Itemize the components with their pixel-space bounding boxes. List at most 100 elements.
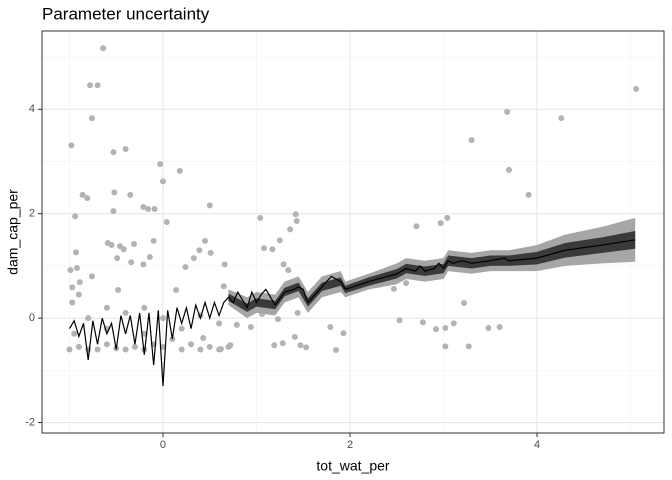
- point: [79, 191, 86, 198]
- point: [140, 203, 147, 210]
- point: [108, 242, 115, 249]
- point: [190, 255, 197, 262]
- point: [206, 343, 213, 350]
- point: [468, 137, 475, 144]
- point: [216, 320, 223, 327]
- point: [178, 346, 185, 353]
- point: [505, 166, 512, 173]
- x-tick-label: 0: [160, 439, 166, 451]
- point: [110, 208, 117, 215]
- point: [200, 334, 207, 341]
- x-tick-label: 4: [534, 439, 540, 451]
- point: [437, 220, 444, 227]
- point: [103, 304, 110, 311]
- point: [450, 320, 457, 327]
- point: [141, 330, 148, 337]
- point: [633, 85, 640, 92]
- point: [151, 206, 158, 213]
- point: [461, 300, 468, 307]
- point: [197, 346, 204, 353]
- x-tick-label: 2: [347, 439, 353, 451]
- point: [122, 145, 129, 152]
- y-tick-label: 2: [29, 208, 35, 220]
- point: [110, 149, 117, 156]
- point: [216, 346, 223, 353]
- point: [146, 254, 153, 261]
- point: [76, 279, 83, 286]
- point: [88, 273, 95, 280]
- point: [257, 214, 264, 221]
- point: [233, 321, 240, 328]
- point: [293, 218, 300, 225]
- point: [67, 267, 74, 274]
- point: [260, 245, 267, 252]
- point: [66, 346, 73, 353]
- point: [69, 284, 76, 291]
- point: [220, 283, 227, 290]
- point: [292, 211, 299, 218]
- point: [285, 267, 292, 274]
- point: [403, 280, 410, 287]
- point: [275, 316, 282, 323]
- line: [68, 239, 636, 387]
- point: [413, 223, 420, 230]
- point: [247, 324, 254, 331]
- point: [332, 346, 339, 353]
- point: [291, 333, 298, 340]
- point: [225, 343, 232, 350]
- point: [75, 291, 82, 298]
- point: [271, 342, 278, 349]
- point: [444, 214, 451, 221]
- point: [68, 142, 75, 149]
- point: [525, 191, 532, 198]
- point: [122, 346, 129, 353]
- point: [303, 344, 310, 351]
- point: [114, 255, 121, 262]
- point: [94, 346, 101, 353]
- point: [159, 178, 166, 185]
- point: [442, 343, 449, 350]
- point: [71, 330, 78, 337]
- point: [150, 237, 157, 244]
- point: [496, 324, 503, 331]
- point: [196, 247, 203, 254]
- point: [75, 343, 82, 350]
- point: [131, 343, 138, 350]
- point: [128, 259, 135, 266]
- point: [188, 341, 195, 348]
- point: [84, 195, 91, 202]
- y-tick-label: 0: [29, 312, 35, 324]
- point: [94, 82, 101, 89]
- point: [100, 45, 107, 52]
- point: [103, 341, 110, 348]
- point: [269, 246, 276, 253]
- point: [340, 330, 347, 337]
- point: [206, 202, 213, 209]
- point: [145, 206, 152, 213]
- point: [221, 261, 228, 268]
- point: [327, 324, 334, 331]
- point: [120, 246, 127, 253]
- point: [73, 265, 80, 272]
- point: [485, 325, 492, 332]
- point: [390, 285, 397, 292]
- point: [72, 213, 79, 220]
- point: [297, 342, 304, 349]
- ribbon: [228, 230, 636, 312]
- point: [178, 325, 185, 332]
- point: [159, 315, 166, 322]
- point: [202, 237, 209, 244]
- point: [111, 189, 118, 196]
- chart-title: Parameter uncertainty: [42, 4, 210, 23]
- point: [87, 82, 94, 89]
- point: [85, 315, 92, 322]
- point: [294, 309, 301, 316]
- point: [163, 219, 170, 226]
- point: [396, 317, 403, 324]
- point: [442, 325, 449, 332]
- point: [279, 340, 286, 347]
- point: [173, 286, 180, 293]
- point: [287, 226, 294, 233]
- y-tick-label: 4: [29, 103, 35, 115]
